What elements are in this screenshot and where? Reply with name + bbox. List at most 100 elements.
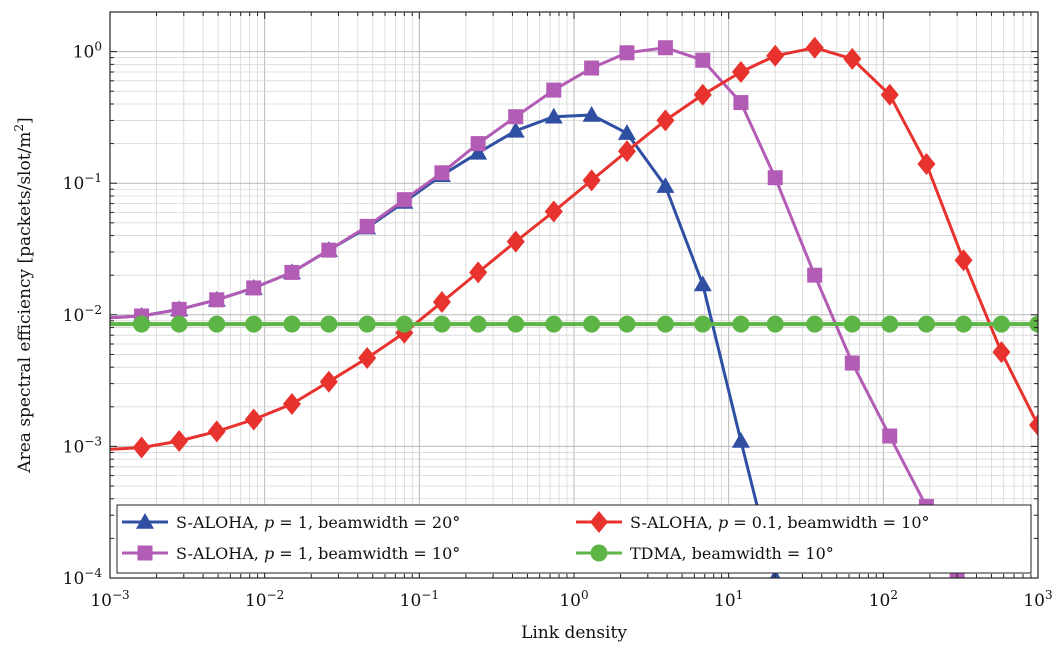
data-point xyxy=(695,52,711,68)
data-point xyxy=(282,393,301,416)
data-point xyxy=(766,44,785,67)
axis-ticks xyxy=(109,11,1038,579)
data-point xyxy=(617,124,636,140)
data-point xyxy=(843,315,861,333)
legend-marker xyxy=(590,511,608,533)
legend-entry: TDMA, beamwidth = 10° xyxy=(576,544,834,563)
data-point xyxy=(807,267,823,283)
tick-labels: 10−3 10−2 10−1 100 101 102 10310−410−310−210−1… xyxy=(63,40,1053,611)
data-point xyxy=(583,315,601,333)
data-point xyxy=(544,200,563,223)
data-point xyxy=(766,315,784,333)
legend-label: S-ALOHA, p = 0.1, beamwidth = 10° xyxy=(630,513,930,532)
legend-marker xyxy=(137,545,153,561)
data-point xyxy=(844,355,860,371)
data-point xyxy=(395,315,413,333)
data-point xyxy=(321,242,337,258)
legend-label: TDMA, beamwidth = 10° xyxy=(630,544,834,563)
series-circle xyxy=(110,315,1038,333)
data-point xyxy=(171,301,187,317)
series-group xyxy=(110,36,1038,578)
data-point xyxy=(469,315,487,333)
data-point xyxy=(582,105,601,122)
data-point xyxy=(731,60,750,83)
data-point xyxy=(470,136,486,152)
data-point xyxy=(320,315,338,333)
data-point xyxy=(694,315,712,333)
legend: S-ALOHA, p = 1, beamwidth = 20° S-ALOHA, … xyxy=(116,504,1032,574)
y-tick-label: 100 xyxy=(73,40,102,63)
data-point xyxy=(359,218,375,234)
data-point xyxy=(283,315,301,333)
data-point xyxy=(545,315,563,333)
data-point xyxy=(434,165,450,181)
data-point xyxy=(954,249,973,272)
data-point xyxy=(132,436,151,459)
data-point xyxy=(693,83,712,106)
data-point xyxy=(469,261,488,284)
legend-entry: S-ALOHA, p = 0.1, beamwidth = 10° xyxy=(576,511,930,533)
data-point xyxy=(1029,315,1038,333)
data-point xyxy=(508,109,524,125)
data-point xyxy=(396,192,412,208)
legend-label: S-ALOHA, p = 1, beamwidth = 20° xyxy=(176,513,460,532)
data-point xyxy=(805,36,824,59)
data-point xyxy=(358,315,376,333)
data-point xyxy=(584,60,600,76)
legend-label: S-ALOHA, p = 1, beamwidth = 10° xyxy=(176,544,460,563)
data-point xyxy=(546,82,562,98)
data-point xyxy=(244,408,263,431)
data-point xyxy=(733,95,749,111)
data-point xyxy=(806,315,824,333)
data-point xyxy=(170,315,188,333)
x-tick-label: 102 xyxy=(869,588,898,611)
y-axis-title: Area spectral efficiency [packets/slot/m… xyxy=(12,117,35,473)
data-point xyxy=(992,341,1011,364)
y-tick-label: 10−3 xyxy=(63,434,102,457)
data-point xyxy=(767,170,783,186)
x-tick-label: 10−3 xyxy=(90,588,129,611)
data-point xyxy=(544,107,563,124)
data-point xyxy=(319,370,338,393)
data-point xyxy=(245,315,263,333)
data-point xyxy=(133,315,151,333)
legend-entry: S-ALOHA, p = 1, beamwidth = 20° xyxy=(122,513,460,532)
x-tick-label: 101 xyxy=(714,588,743,611)
data-point xyxy=(358,346,377,369)
y-tick-label: 10−2 xyxy=(63,303,102,326)
x-axis-title: Link density xyxy=(521,623,627,643)
data-point xyxy=(732,315,750,333)
data-point xyxy=(619,45,635,61)
data-point xyxy=(506,121,525,138)
data-point xyxy=(880,83,899,106)
data-point xyxy=(433,315,451,333)
data-point xyxy=(992,315,1010,333)
series-diamond xyxy=(110,36,1038,459)
series-square xyxy=(110,40,965,578)
data-point xyxy=(881,315,899,333)
data-point xyxy=(582,169,601,192)
data-point xyxy=(843,47,862,70)
data-point xyxy=(656,315,674,333)
y-tick-label: 10−1 xyxy=(63,171,102,194)
x-tick-label: 103 xyxy=(1023,588,1052,611)
data-point xyxy=(432,291,451,314)
legend-marker xyxy=(590,544,608,562)
data-point xyxy=(246,280,262,296)
data-point xyxy=(506,230,525,253)
data-point xyxy=(656,177,675,193)
data-point xyxy=(208,315,226,333)
data-point xyxy=(209,292,225,308)
data-point xyxy=(731,431,750,448)
data-point xyxy=(284,264,300,280)
data-point xyxy=(955,315,973,333)
data-point xyxy=(617,140,636,163)
data-point xyxy=(882,428,898,444)
data-point xyxy=(618,315,636,333)
data-point xyxy=(170,429,189,452)
data-point xyxy=(917,152,936,175)
x-tick-label: 10−1 xyxy=(400,588,439,611)
data-point xyxy=(469,143,488,160)
x-tick-label: 10−2 xyxy=(245,588,284,611)
